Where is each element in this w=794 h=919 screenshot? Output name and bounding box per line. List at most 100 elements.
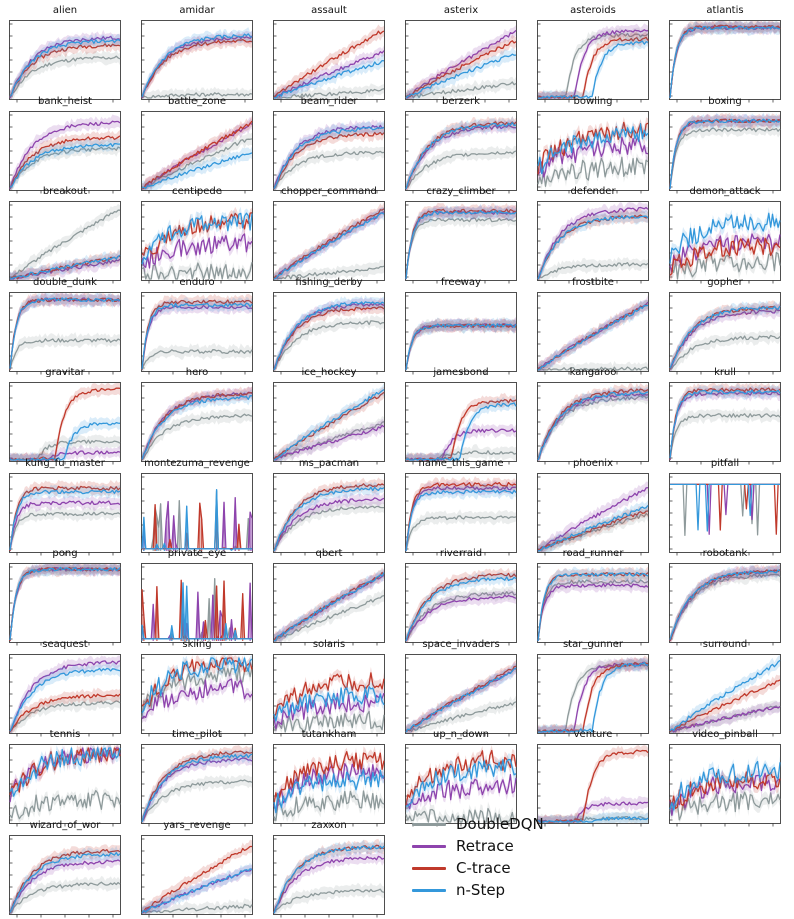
- band-c-trace: [10, 687, 120, 733]
- series-line-doubledqn: [273, 790, 385, 822]
- panel-plot: [273, 472, 385, 555]
- spike-retrace: [152, 604, 154, 641]
- series-line-n-step: [405, 667, 517, 732]
- series-line-doubledqn: [405, 591, 517, 642]
- spike-retrace: [223, 501, 225, 551]
- band-doubledqn: [274, 259, 384, 280]
- series-line-doubledqn: [273, 319, 385, 370]
- panel-kung-fu-master: kung_fu_master: [9, 457, 121, 557]
- panel-surround: surround: [669, 638, 781, 738]
- band-n-step: [10, 483, 120, 552]
- panel-plot: [141, 834, 253, 917]
- panel-battle-zone: battle_zone: [141, 95, 253, 195]
- panel-title: kung_fu_master: [25, 457, 105, 469]
- panel-asteroids: asteroids: [537, 4, 649, 104]
- spike-c-trace: [215, 586, 218, 641]
- spike-c-trace: [154, 504, 156, 551]
- spike-c-trace: [141, 589, 143, 641]
- series-line-n-step: [405, 402, 517, 461]
- band-doubledqn: [670, 329, 780, 371]
- panel-plot: [9, 653, 121, 736]
- panel-breakout: breakout: [9, 185, 121, 285]
- panel-title: bank_heist: [37, 95, 92, 107]
- spike-retrace: [230, 619, 233, 641]
- panel-plot: [669, 110, 781, 193]
- series-line-retrace: [669, 772, 781, 816]
- series-line-doubledqn: [273, 150, 385, 189]
- series-line-retrace: [669, 308, 781, 369]
- panel-plot: [273, 20, 385, 103]
- panel-title: phoenix: [573, 457, 613, 469]
- series-line-c-trace: [669, 678, 781, 732]
- series-line-doubledqn: [141, 348, 253, 370]
- series-line-retrace: [10, 258, 121, 280]
- series-line-retrace: [405, 29, 517, 99]
- panel-plot: [537, 110, 649, 193]
- band-doubledqn: [10, 564, 120, 642]
- spike-n-step: [234, 630, 236, 641]
- spike-n-step: [143, 516, 145, 551]
- panel-title: wizard_of_wor: [29, 819, 101, 831]
- panel-plot: [669, 201, 781, 284]
- series-line-n-step: [9, 747, 121, 797]
- panel-title: centipede: [172, 186, 222, 197]
- legend-label-doubledqn: DoubleDQN: [456, 815, 544, 833]
- band-doubledqn: [142, 659, 252, 723]
- series-line-doubledqn: [537, 32, 649, 99]
- panel-frostbite: frostbite: [537, 276, 649, 376]
- spike-n-step: [225, 623, 227, 641]
- series-line-doubledqn: [141, 664, 253, 718]
- panel-plot: [9, 563, 121, 646]
- panel-title: crazy_climber: [426, 186, 496, 197]
- panel-plot: [9, 744, 121, 827]
- panel-boxing: boxing: [669, 95, 781, 195]
- panel-title: seaquest: [42, 638, 88, 650]
- panel-title: venture: [573, 729, 613, 740]
- panel-plot: [141, 201, 253, 284]
- panel-title: ice_hockey: [301, 367, 357, 378]
- legend: DoubleDQN Retrace C-trace n-Step: [412, 814, 612, 904]
- panel-title: zaxxon: [311, 819, 347, 831]
- series-line-c-trace: [405, 481, 517, 549]
- series-line-n-step: [141, 151, 253, 189]
- panel-plot: [669, 563, 781, 646]
- panel-title: defender: [570, 186, 616, 197]
- series-line-doubledqn: [273, 265, 385, 280]
- series-line-doubledqn: [537, 395, 649, 459]
- band-retrace: [274, 491, 384, 552]
- band-retrace: [406, 204, 516, 280]
- band-doubledqn: [538, 256, 648, 280]
- series-line-c-trace: [405, 572, 517, 640]
- band-n-step: [10, 416, 120, 461]
- series-line-doubledqn: [9, 209, 120, 280]
- series-line-doubledqn: [141, 262, 253, 280]
- series-line-retrace: [405, 124, 516, 189]
- band-doubledqn: [142, 342, 252, 371]
- band-n-step: [670, 755, 780, 817]
- panel-pitfall: pitfall: [669, 457, 781, 557]
- panel-plot: [9, 20, 121, 103]
- series-line-retrace: [273, 855, 385, 913]
- band-retrace: [670, 227, 780, 278]
- panel-plot: [405, 653, 517, 736]
- series-line-c-trace: [9, 485, 121, 551]
- series-line-doubledqn: [669, 126, 781, 188]
- series-line-n-step: [141, 395, 253, 460]
- panel-plot: [537, 472, 649, 555]
- spike-doubledqn: [160, 503, 162, 551]
- band-c-trace: [10, 564, 120, 642]
- band-c-trace: [10, 292, 120, 371]
- band-retrace: [670, 385, 780, 461]
- series-line-n-step: [273, 572, 385, 642]
- series-line-doubledqn: [9, 511, 121, 550]
- panel-plot: [405, 291, 517, 374]
- series-line-n-step: [537, 215, 649, 280]
- series-line-doubledqn: [669, 252, 781, 280]
- panel-title: frostbite: [572, 276, 614, 288]
- band-doubledqn: [406, 211, 516, 280]
- spike-doubledqn: [214, 578, 216, 641]
- panel-riverraid: riverraid: [405, 547, 517, 647]
- series-line-retrace: [9, 120, 121, 189]
- band-n-step: [538, 566, 648, 642]
- panel-plot: [405, 563, 517, 646]
